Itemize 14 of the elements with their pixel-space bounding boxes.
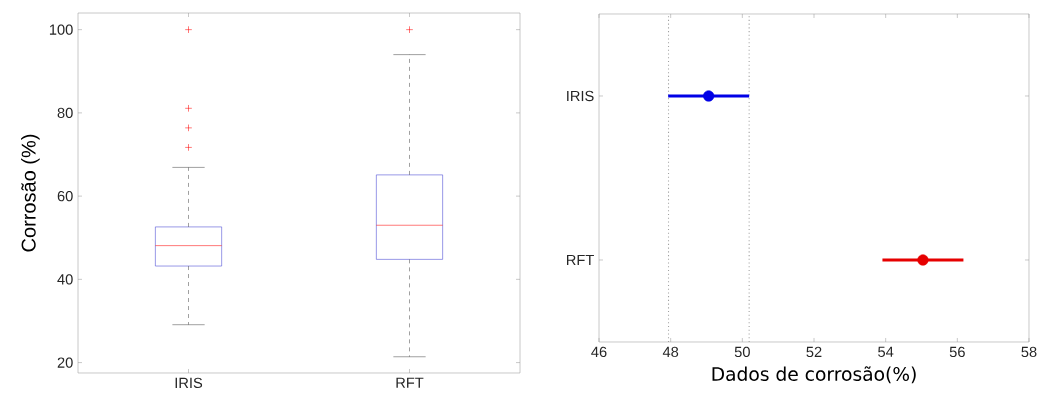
x-tick-label: 50 — [734, 346, 750, 358]
y-tick-label: 60 — [57, 190, 73, 202]
y-axis-title: Corrosão (%) — [21, 134, 40, 252]
x-axis-title: Dados de corrosão(%) — [712, 366, 916, 384]
x-tick-label: 48 — [662, 346, 679, 358]
x-tick-label: 58 — [1021, 346, 1037, 358]
y-tick-label: 80 — [57, 107, 73, 119]
y-tick-label: 20 — [57, 357, 73, 368]
x-tick-label: 56 — [949, 346, 965, 358]
y-tick-label: 100 — [49, 24, 73, 35]
y-tick-label: 40 — [57, 274, 73, 285]
x-tick-label: 54 — [878, 346, 894, 357]
x-tick-label: 52 — [806, 346, 822, 358]
x-tick-label: 46 — [591, 346, 607, 358]
